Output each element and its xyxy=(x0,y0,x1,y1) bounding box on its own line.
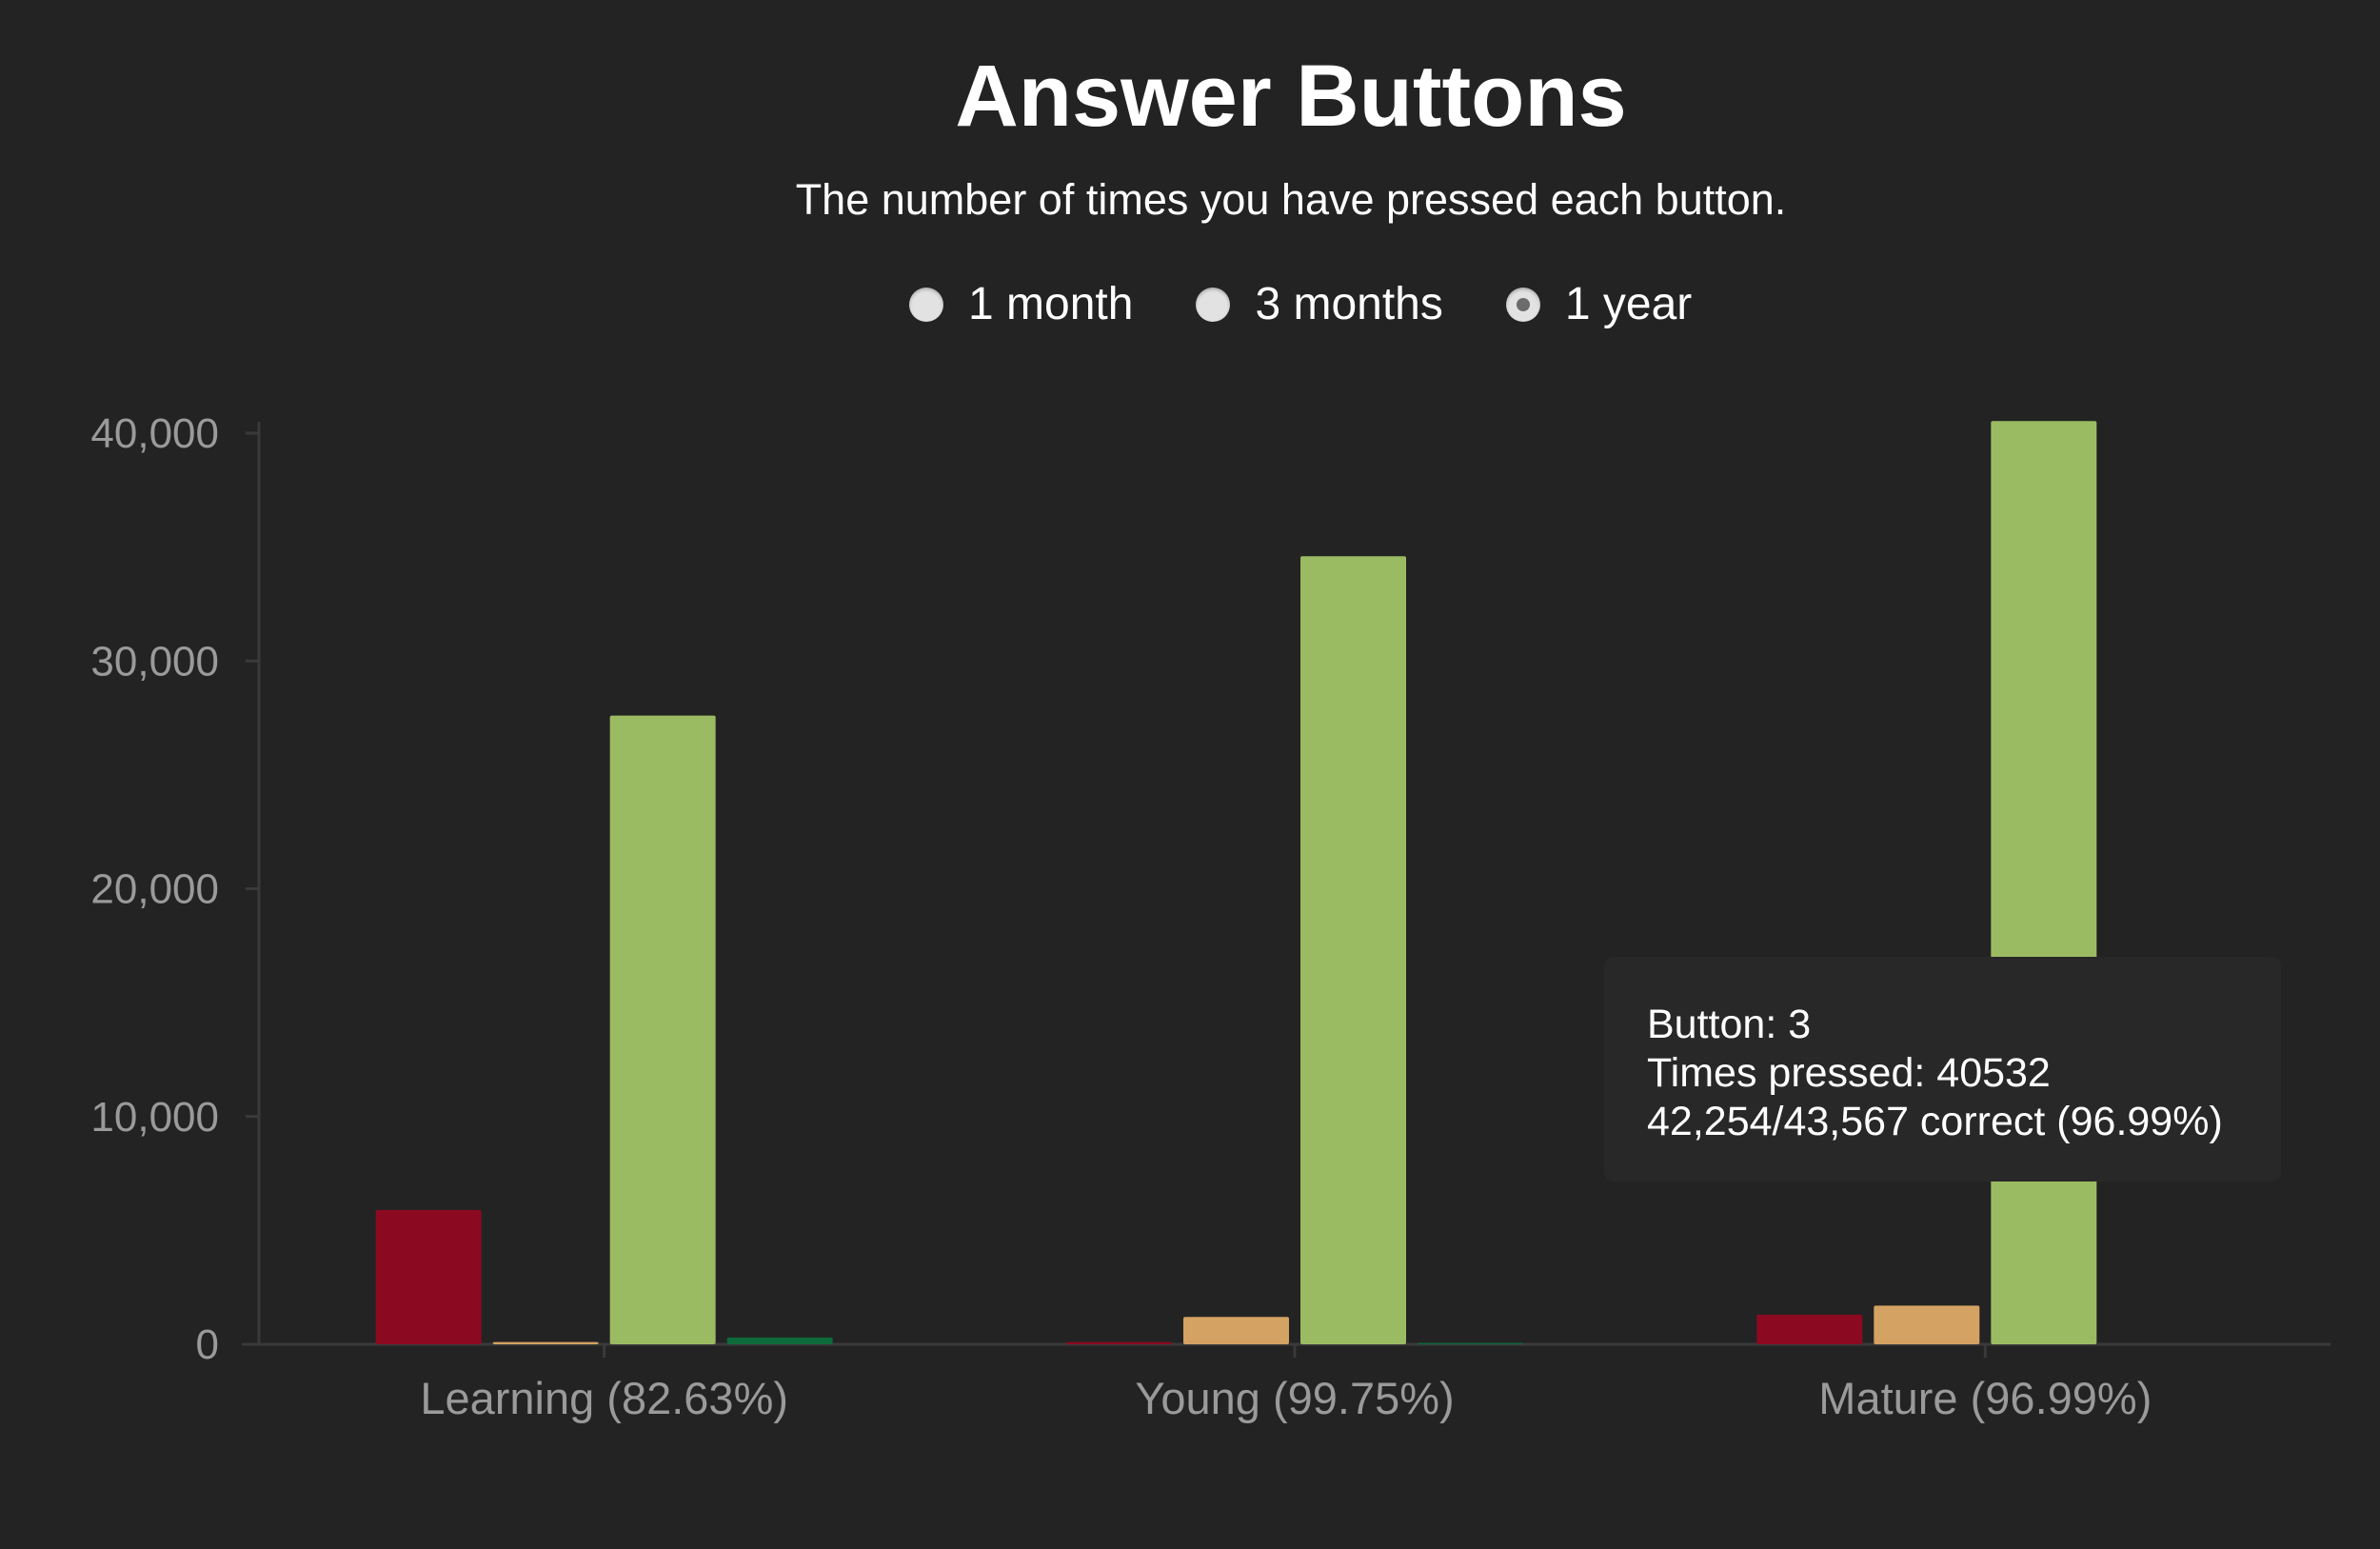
bar-tooltip: Button: 3 Times pressed: 40532 42,254/43… xyxy=(1604,957,2281,1182)
time-range-selector: 1 month 3 months 1 year xyxy=(909,276,1755,333)
y-tick-label: 20,000 xyxy=(90,866,219,913)
range-label-3-months: 3 months xyxy=(1255,279,1443,329)
bar xyxy=(1418,1342,1523,1344)
range-label-1-month: 1 month xyxy=(968,279,1134,329)
tooltip-button: Button: 3 xyxy=(1647,1002,1812,1047)
x-category-label: Learning (82.63%) xyxy=(420,1373,788,1423)
y-tick-label: 40,000 xyxy=(90,410,219,457)
bar xyxy=(492,1341,599,1344)
bar xyxy=(1991,421,2097,1344)
range-label-1-year: 1 year xyxy=(1564,279,1693,329)
y-tick-label: 10,000 xyxy=(90,1094,219,1141)
bar xyxy=(609,715,716,1344)
bar xyxy=(375,1209,482,1344)
range-option-1-year[interactable]: 1 year xyxy=(1505,279,1693,329)
bar xyxy=(1874,1305,1980,1344)
tooltip-times-pressed: Times pressed: 40532 xyxy=(1647,1050,2051,1096)
bar xyxy=(1756,1314,1863,1344)
bar xyxy=(726,1337,833,1344)
bar xyxy=(1300,556,1406,1344)
radio-3-months[interactable] xyxy=(1196,288,1231,322)
range-option-1-month[interactable]: 1 month xyxy=(909,282,1133,328)
x-category-label: Young (99.75%) xyxy=(1135,1373,1454,1423)
chart-subtitle: The number of times you have pressed eac… xyxy=(795,175,1787,224)
range-option-3-months[interactable]: 3 months xyxy=(1196,279,1443,329)
tooltip-correct: 42,254/43,567 correct (96.99%) xyxy=(1647,1099,2223,1144)
y-tick-label: 30,000 xyxy=(90,638,219,685)
radio-1-year[interactable] xyxy=(1505,288,1540,322)
bar xyxy=(1183,1317,1289,1344)
chart-title: Answer Buttons xyxy=(955,48,1627,145)
y-tick-label: 0 xyxy=(196,1321,219,1368)
bar xyxy=(1066,1341,1172,1344)
radio-1-month[interactable] xyxy=(909,288,943,322)
x-category-label: Mature (96.99%) xyxy=(1818,1373,2152,1423)
